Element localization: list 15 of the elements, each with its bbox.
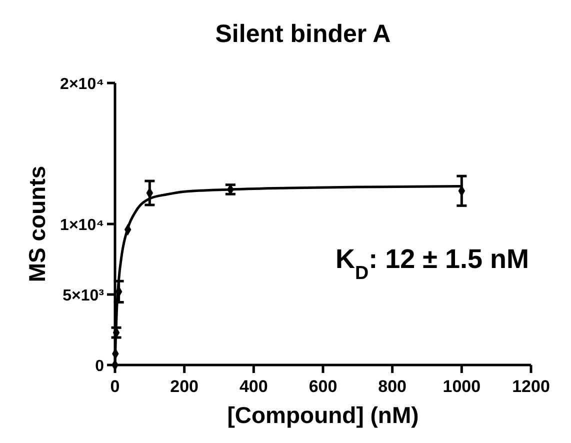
y-tick-label: 1×10⁴ [60,217,104,234]
y-tick-label: 5×10³ [62,288,104,304]
x-tick-label: 400 [239,377,268,396]
x-tick-label: 600 [308,377,338,396]
x-axis-title: [Compound] (nM) [227,402,419,428]
x-tick-label: 1000 [442,377,481,396]
y-tick-label: 0 [95,358,104,375]
x-tick-label: 0 [110,377,120,396]
x-tick-label: 800 [378,377,407,396]
x-tick-label: 1200 [512,377,550,396]
y-axis-title: MS counts [24,166,50,282]
y-tick-label: 2×10⁴ [60,76,104,93]
annotation: K$_{D}$: 12 ± 1.5 nM [335,244,529,284]
x-tick-label: 200 [170,377,199,396]
chart-title: Silent binder A [215,20,391,48]
